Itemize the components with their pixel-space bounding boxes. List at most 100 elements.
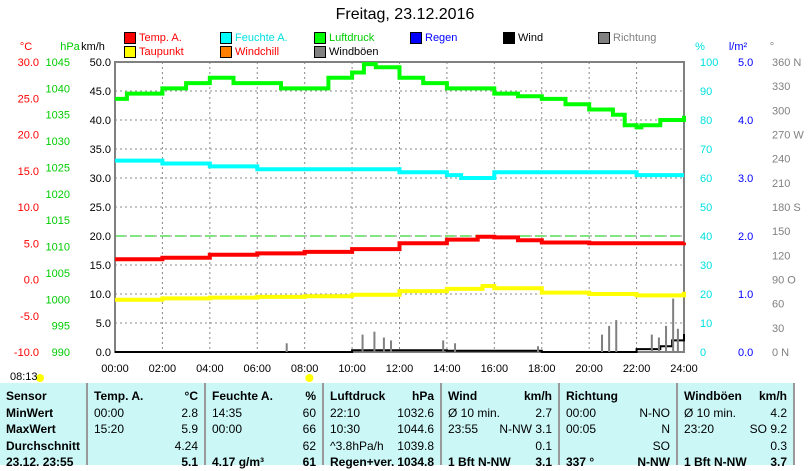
table-row: 0.1 <box>448 438 552 455</box>
sunrise-icon <box>36 374 44 382</box>
cell-value: SO 9.2 <box>749 422 787 436</box>
x-tick-label: 24:00 <box>670 363 698 375</box>
x-tick-label: 02:00 <box>149 363 177 375</box>
cell-value: 0.1 <box>535 438 552 453</box>
cell-label: 23:55 <box>448 422 479 436</box>
table-row: 0.3 <box>684 438 787 455</box>
series-taupunkt <box>115 284 686 302</box>
legend-label: Taupunkt <box>139 46 184 58</box>
cell-label: 14:35 <box>212 405 243 420</box>
series-feuchtea <box>115 158 684 180</box>
cell-value: km/h <box>523 389 552 403</box>
cell-label: 00:00 <box>212 422 243 436</box>
axis-tick-rain: 5.0 <box>738 57 753 69</box>
table-row: 14:35 60 <box>212 405 316 422</box>
legend-item: Taupunkt <box>124 46 184 58</box>
gust-bar <box>390 340 393 352</box>
cell-value: N-NO <box>639 405 670 420</box>
cell-value: °C <box>184 389 198 403</box>
x-tick-label: 18:00 <box>528 363 556 375</box>
table-header: Temp. A. °C <box>94 388 198 405</box>
series-luftdruck <box>115 62 686 130</box>
axis-tick-pressure: 1030 <box>46 136 70 148</box>
axis-tick-pressure: 1035 <box>46 110 70 122</box>
gust-bar <box>672 298 675 352</box>
table-row: 62 <box>212 438 316 455</box>
gust-bar <box>454 343 457 352</box>
table-row: MinWert <box>6 405 80 422</box>
table-column: Temp. A. °C 00:00 2.8 15:20 5.9 4.24 5.1 <box>88 383 206 469</box>
gust-bar <box>676 328 679 352</box>
axis-tick-wind: 10.0 <box>90 289 111 301</box>
axis-tick-direction: 120 <box>772 250 790 262</box>
cell-value: 1034.8 <box>397 455 434 469</box>
table-column: Sensor MinWert MaxWert Durchschnitt 23.12. 2… <box>0 383 88 469</box>
cell-value: SO <box>652 438 670 453</box>
axis-unit-humidity: % <box>695 41 705 53</box>
x-tick-label: 20:00 <box>575 363 603 375</box>
table-column: Luftdruck hPa 22:10 1032.6 10:30 1044.6 ^3.8hP… <box>324 383 442 469</box>
axis-tick-temp: 25.0 <box>18 93 39 105</box>
axis-tick-pressure: 1000 <box>46 294 70 306</box>
chart: 00:00 02:00 04:00 06:00 08:00 10:00 12:00 14:00… <box>14 41 804 382</box>
axis-tick-wind: 20.0 <box>90 231 111 243</box>
table-row: 23:55 N-NW 3.1 <box>448 421 552 438</box>
axis-tick-wind: 45.0 <box>90 86 111 98</box>
legend-item: Richtung <box>598 32 656 44</box>
gust-bar <box>615 320 618 352</box>
axis-tick-wind: 0.0 <box>96 347 111 359</box>
axis-tick-humidity: 0 <box>700 347 706 359</box>
table-header: Richtung <box>566 388 670 405</box>
axis-tick-humidity: 40 <box>700 231 712 243</box>
table-header: Luftdruck hPa <box>330 388 434 405</box>
sun-icon <box>305 374 314 382</box>
axis-tick-wind: 35.0 <box>90 144 111 156</box>
x-tick-label: 22:00 <box>623 363 651 375</box>
legend-label: Luftdruck <box>329 32 375 44</box>
cell-value: 5.1 <box>181 455 198 469</box>
axis-tick-pressure: 990 <box>52 347 70 359</box>
table-row: 00:00 66 <box>212 421 316 438</box>
cell-value: 62 <box>302 438 316 453</box>
cell-value: N-NW 3.1 <box>499 422 552 436</box>
axis-tick-direction: 180 S <box>772 202 801 214</box>
legend-label: Feuchte A. <box>235 32 288 44</box>
axis-tick-temp: 5.0 <box>24 238 39 250</box>
axis-tick-pressure: 1045 <box>46 57 70 69</box>
table-row: ^3.8hPa/h 1039.8 <box>330 438 434 455</box>
cell-label: 4.17 g/m³ <box>212 455 265 469</box>
cell-label: MinWert <box>6 405 54 420</box>
legend-swatch <box>220 46 232 58</box>
axis-tick-temp: 20.0 <box>18 130 39 142</box>
table-row: 00:05 N <box>566 421 670 438</box>
axis-tick-rain: 2.0 <box>738 231 753 243</box>
legend-label: Windböen <box>329 46 379 58</box>
cell-label: Richtung <box>566 389 618 403</box>
table-header: Windböen km/h <box>684 388 787 405</box>
axis-tick-direction: 360 N <box>772 57 801 69</box>
axis-tick-wind: 25.0 <box>90 202 111 214</box>
axis-tick-wind: 40.0 <box>90 115 111 127</box>
table-row: SO <box>566 438 670 455</box>
axis-tick-pressure: 1025 <box>46 162 70 174</box>
cell-value: 1039.8 <box>397 438 434 453</box>
cell-value: 3.7 <box>770 455 787 469</box>
gust-bar <box>657 337 660 352</box>
axis-tick-rain: 3.0 <box>738 173 753 185</box>
axis-tick-humidity: 100 <box>700 57 718 69</box>
cell-label: Durchschnitt <box>6 438 81 453</box>
table-row: 1 Bft N-NW 3.7 <box>684 454 787 471</box>
table-row: Ø 10 min. 4.2 <box>684 405 787 422</box>
axis-tick-direction: 90 O <box>772 275 796 287</box>
cell-label: 00:00 <box>566 405 597 420</box>
axis-tick-temp: 15.0 <box>18 166 39 178</box>
axis-tick-temp: 30.0 <box>18 57 39 69</box>
table-row: 337 ° N-NW <box>566 454 670 471</box>
cell-value: 4.24 <box>174 438 198 453</box>
table-row: Ø 10 min. 2.7 <box>448 405 552 422</box>
axis-tick-rain: 1.0 <box>738 289 753 301</box>
cell-label: Windböen <box>684 389 742 403</box>
axis-tick-wind: 30.0 <box>90 173 111 185</box>
x-tick-label: 16:00 <box>481 363 509 375</box>
legend-label: Windchill <box>235 46 280 58</box>
